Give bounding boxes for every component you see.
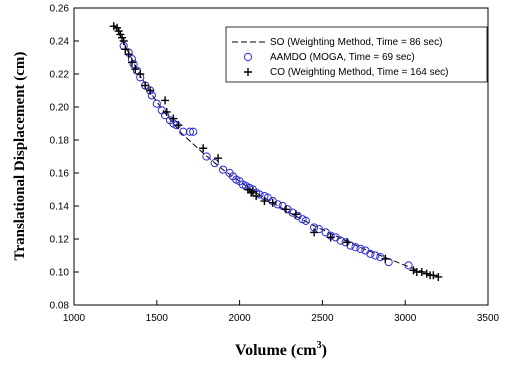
data-point-co bbox=[127, 58, 136, 67]
data-point-co bbox=[131, 65, 140, 74]
data-point-aamdo bbox=[185, 127, 195, 136]
data-point-co bbox=[119, 37, 128, 45]
data-marks bbox=[109, 22, 443, 281]
y-tick-label: 0.20 bbox=[50, 103, 70, 114]
data-point-co bbox=[434, 272, 443, 281]
data-point-aamdo bbox=[293, 211, 302, 220]
legend-marker-co bbox=[244, 68, 252, 76]
plot-area-frame bbox=[73, 7, 489, 306]
y-axis-ticks: 0.08 0.10 0.12 0.14 0.16 0.18 0.20 0.22 0.24 0.26 bbox=[50, 4, 79, 312]
y-tick-label: 0.18 bbox=[50, 136, 70, 147]
data-point-co bbox=[124, 50, 133, 59]
x-axis-title: Volume (cm3) bbox=[235, 340, 327, 359]
data-point-aamdo bbox=[189, 127, 198, 136]
y-tick-label: 0.26 bbox=[50, 4, 70, 15]
data-point-aamdo bbox=[356, 244, 365, 253]
legend-marker-aamdo bbox=[243, 52, 253, 62]
data-point-co bbox=[136, 70, 145, 78]
y-tick-label: 0.14 bbox=[50, 202, 70, 213]
data-point-co bbox=[169, 114, 178, 123]
data-point-aamdo bbox=[346, 241, 355, 250]
x-axis-ticks: 1000 1500 2000 2500 3000 3500 bbox=[63, 300, 500, 324]
data-point-aamdo bbox=[157, 106, 166, 115]
data-point-aamdo bbox=[314, 225, 324, 234]
data-point-aamdo bbox=[273, 200, 282, 209]
y-tick-label: 0.10 bbox=[50, 268, 70, 279]
data-point-aamdo bbox=[404, 261, 413, 270]
x-tick-label: 3000 bbox=[394, 313, 417, 324]
x-tick-label: 1500 bbox=[146, 313, 169, 324]
data-point-co bbox=[310, 228, 319, 237]
data-point-co bbox=[174, 121, 183, 130]
data-point-aamdo bbox=[152, 99, 161, 108]
x-tick-label: 3500 bbox=[477, 313, 500, 324]
data-point-co bbox=[161, 96, 170, 105]
data-point-co bbox=[162, 107, 171, 116]
data-point-co bbox=[326, 233, 335, 242]
y-tick-label: 0.12 bbox=[50, 235, 70, 246]
data-point-co bbox=[121, 45, 130, 54]
data-point-aamdo bbox=[210, 159, 219, 168]
y-tick-label: 0.16 bbox=[50, 169, 70, 180]
legend: SO (Weighting Method, Time = 86 sec) AAM… bbox=[225, 26, 488, 83]
legend-label-so: SO (Weighting Method, Time = 86 sec) bbox=[270, 37, 442, 48]
data-point-co bbox=[248, 187, 257, 196]
data-point-aamdo bbox=[366, 249, 375, 258]
data-point-aamdo bbox=[361, 246, 370, 255]
data-point-co bbox=[252, 192, 261, 201]
data-point-aamdo bbox=[336, 236, 345, 245]
legend-label-aamdo: AAMDO (MOGA, Time = 69 sec) bbox=[270, 52, 415, 63]
data-point-co bbox=[281, 205, 290, 214]
data-point-co bbox=[417, 268, 426, 276]
legend-label-co: CO (Weighting Method, Time = 164 sec) bbox=[270, 67, 449, 78]
data-point-aamdo bbox=[202, 152, 211, 161]
y-axis-title: Translational Displacement (cm) bbox=[12, 52, 28, 261]
data-point-aamdo bbox=[147, 91, 156, 100]
data-point-co bbox=[291, 210, 300, 219]
data-point-co bbox=[260, 197, 269, 206]
data-point-co bbox=[199, 144, 208, 153]
x-axis-title-superscript: 3 bbox=[317, 340, 322, 351]
data-point-co bbox=[429, 271, 438, 280]
y-tick-label: 0.22 bbox=[50, 70, 70, 81]
x-tick-label: 1000 bbox=[63, 313, 86, 324]
data-point-co bbox=[214, 154, 223, 163]
y-tick-label: 0.24 bbox=[50, 37, 70, 48]
data-point-aamdo bbox=[376, 253, 385, 262]
data-point-aamdo bbox=[384, 258, 393, 267]
data-point-co bbox=[247, 188, 256, 197]
data-point-aamdo bbox=[351, 243, 360, 252]
x-tick-label: 2000 bbox=[228, 313, 251, 324]
data-point-aamdo bbox=[129, 60, 138, 69]
data-point-co bbox=[343, 238, 352, 247]
x-tick-label: 2500 bbox=[311, 313, 334, 324]
x-axis-title-main: Volume (cm bbox=[235, 342, 317, 359]
data-point-co bbox=[141, 81, 150, 90]
data-point-aamdo bbox=[301, 216, 310, 225]
data-point-co bbox=[268, 198, 277, 207]
data-point-aamdo bbox=[371, 251, 380, 260]
x-axis-title-close: ) bbox=[322, 342, 327, 359]
data-point-aamdo bbox=[218, 165, 228, 174]
data-point-co bbox=[381, 254, 390, 263]
data-point-aamdo bbox=[179, 127, 188, 136]
data-point-co bbox=[146, 86, 155, 95]
y-tick-label: 0.08 bbox=[50, 301, 70, 312]
legend-box bbox=[225, 26, 488, 83]
